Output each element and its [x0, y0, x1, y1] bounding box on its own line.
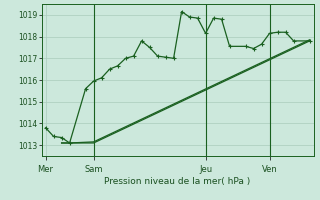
X-axis label: Pression niveau de la mer( hPa ): Pression niveau de la mer( hPa ) — [104, 177, 251, 186]
